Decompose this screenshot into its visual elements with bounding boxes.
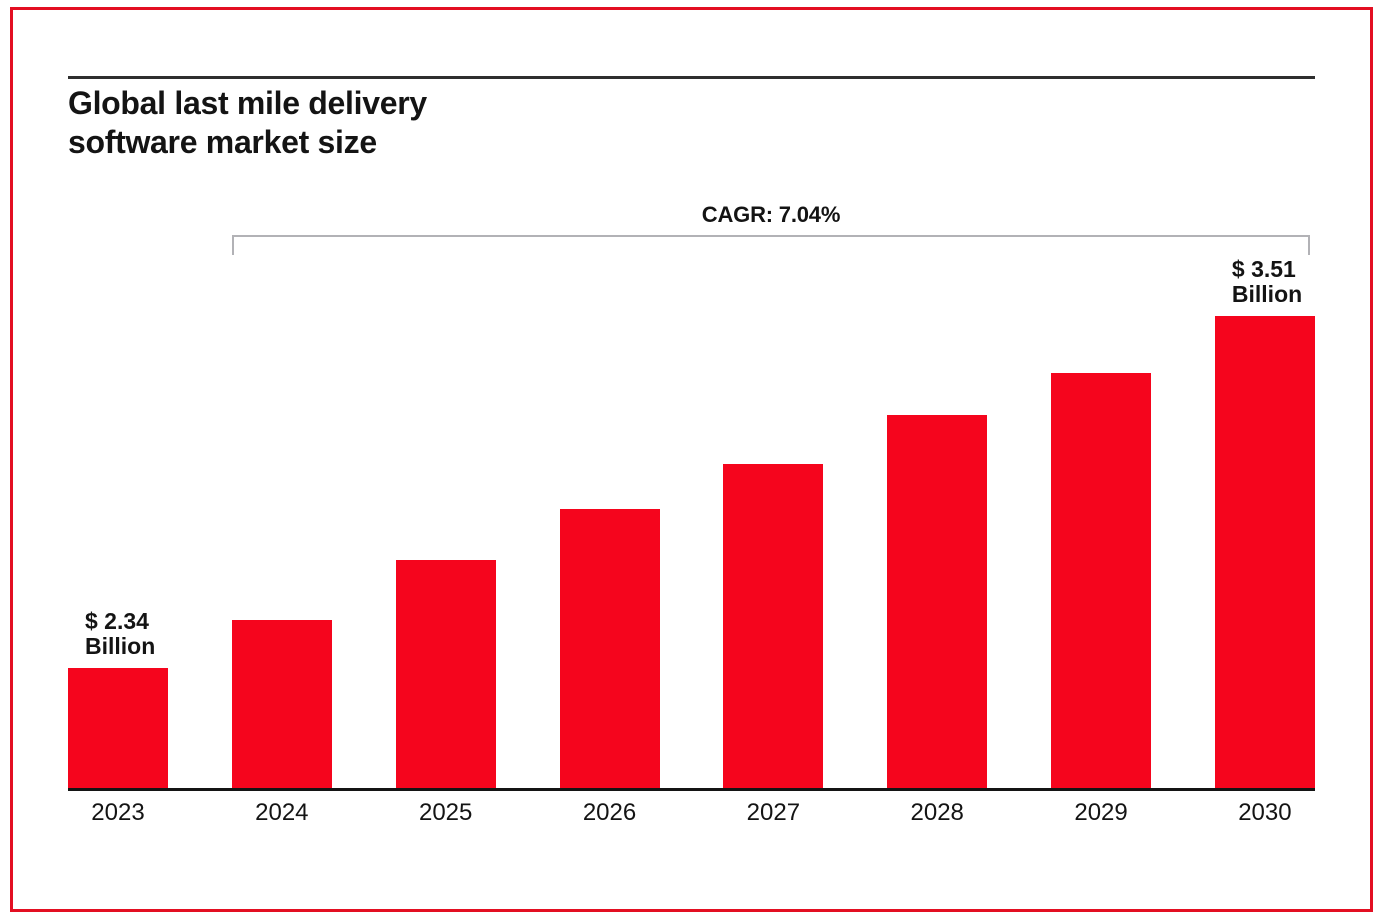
cagr-bracket [232, 235, 1310, 255]
bar-2027 [723, 464, 824, 789]
value-label-2023: $ 2.34 Billion [85, 609, 155, 659]
bar-cell-2023: $ 2.34 Billion [68, 289, 168, 789]
bar-series: $ 2.34 Billion $ 3.51 Billion [68, 257, 1315, 789]
x-axis-labels: 2023 2024 2025 2026 2027 2028 2029 2030 [68, 799, 1315, 827]
x-tick-2030: 2030 [1238, 799, 1292, 826]
value-label-2030: $ 3.51 Billion [1232, 257, 1302, 307]
bar-cell-2027 [723, 289, 824, 789]
bar-2030 [1214, 316, 1315, 789]
title-rule [68, 76, 1315, 79]
value-label-line: $ 2.34 [85, 608, 149, 634]
x-tick-2029: 2029 [1074, 799, 1128, 826]
bar-cell-2026 [559, 289, 660, 789]
bar-cell-2024 [231, 289, 332, 789]
bar-2024 [231, 620, 332, 789]
x-axis-line [68, 788, 1315, 791]
x-tick-2027: 2027 [746, 799, 801, 826]
x-tick-2025: 2025 [418, 799, 473, 826]
bar-2026 [559, 509, 660, 789]
bar-cell-2025 [395, 289, 496, 789]
bar-cell-2029 [1051, 289, 1152, 789]
value-label-line: Billion [1231, 281, 1303, 307]
value-label-line: Billion [85, 633, 156, 659]
bar-2025 [395, 560, 496, 789]
bar-2029 [1051, 373, 1152, 789]
bar-2028 [887, 415, 988, 789]
chart-title: Global last mile delivery software marke… [68, 85, 427, 160]
x-tick-2024: 2024 [255, 799, 309, 826]
bar-cell-2030: $ 3.51 Billion [1214, 257, 1315, 789]
value-label-line: $ 3.51 [1231, 256, 1296, 282]
bar-2023 [68, 668, 168, 789]
bar-cell-2028 [887, 289, 988, 789]
x-tick-2023: 2023 [91, 799, 145, 826]
x-tick-2028: 2028 [910, 799, 964, 826]
cagr-label: CAGR: 7.04% [701, 202, 841, 227]
x-tick-2026: 2026 [582, 799, 637, 826]
